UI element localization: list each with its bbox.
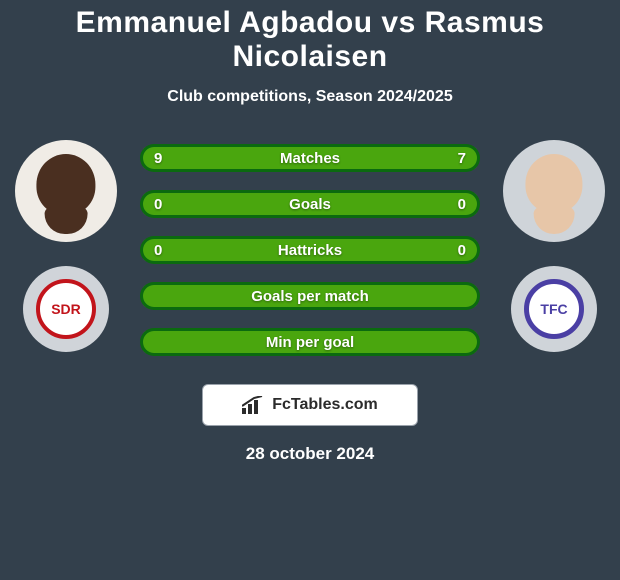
stat-bar-value-right: 7 [458, 150, 466, 167]
stat-bar-label: Goals per match [251, 288, 369, 305]
stat-bar-value-right: 0 [458, 196, 466, 213]
stat-bar: Goals 0 0 [140, 190, 480, 218]
avatar-head [36, 154, 95, 215]
club-left-short: SDR [51, 301, 81, 317]
stat-bar: Min per goal [140, 328, 480, 356]
stat-bar-label: Hattricks [278, 242, 342, 259]
stat-bar-value-left: 0 [154, 242, 162, 259]
stat-bar-value-right: 0 [458, 242, 466, 259]
stat-bar-label: Min per goal [266, 334, 354, 351]
club-badge-inner: TFC [524, 279, 584, 339]
player-right-avatar [503, 140, 605, 242]
right-column: TFC [494, 140, 614, 352]
stat-bar-value-left: 0 [154, 196, 162, 213]
avatar-neck [45, 207, 88, 234]
stat-bar-value-left: 9 [154, 150, 162, 167]
left-column: SDR [6, 140, 126, 352]
stat-bar-label: Matches [280, 150, 340, 167]
avatar-head [525, 154, 582, 213]
comparison-bars: Matches 9 7 Goals 0 0 Hattricks 0 0 Goals per mat… [140, 140, 480, 356]
club-right-short: TFC [540, 301, 567, 317]
player-left-club-badge: SDR [23, 266, 109, 352]
avatar-neck [534, 207, 575, 234]
source-badge: FcTables.com [202, 384, 418, 426]
avatar-face [503, 140, 605, 242]
stat-bar: Goals per match [140, 282, 480, 310]
content: SDR TFC Matches97Goals00Hattricks00Goals… [0, 140, 620, 356]
stat-bar: Hattricks 0 0 [140, 236, 480, 264]
comparison-card: Emmanuel Agbadou vs Rasmus Nicolaisen Cl… [0, 0, 620, 580]
club-badge-inner: SDR [36, 279, 96, 339]
date-text: 28 october 2024 [0, 444, 620, 464]
avatar-face [15, 140, 117, 242]
stat-bar: Matches 9 7 [140, 144, 480, 172]
bars-growth-icon [242, 396, 264, 414]
player-right-club-badge: TFC [511, 266, 597, 352]
page-title: Emmanuel Agbadou vs Rasmus Nicolaisen [0, 0, 620, 74]
source-badge-text: FcTables.com [272, 396, 378, 414]
stat-bar-label: Goals [289, 196, 331, 213]
subtitle: Club competitions, Season 2024/2025 [0, 88, 620, 106]
player-left-avatar [15, 140, 117, 242]
